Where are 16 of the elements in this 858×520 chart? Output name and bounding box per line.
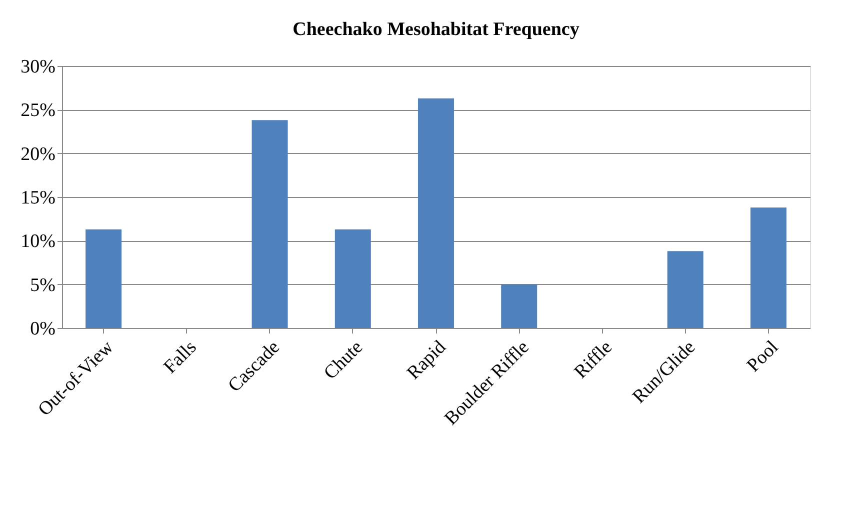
- y-tick-label: 10%: [20, 231, 56, 252]
- y-tick-label: 25%: [20, 100, 56, 122]
- bar: [418, 98, 454, 328]
- y-tick-label: 0%: [30, 318, 56, 340]
- y-tick-label: 20%: [20, 144, 56, 165]
- y-tick-label: 30%: [20, 56, 56, 78]
- x-tick-label: Falls: [160, 336, 201, 378]
- bar: [667, 251, 704, 328]
- bar: [334, 229, 371, 328]
- bar: [86, 229, 122, 328]
- bar: [750, 207, 786, 328]
- bar: [501, 284, 538, 328]
- chart-title: Cheechako Mesohabitat Frequency: [292, 19, 580, 40]
- y-tick-label: 5%: [30, 274, 56, 296]
- y-tick-label: 15%: [20, 188, 56, 208]
- bar: [252, 120, 288, 328]
